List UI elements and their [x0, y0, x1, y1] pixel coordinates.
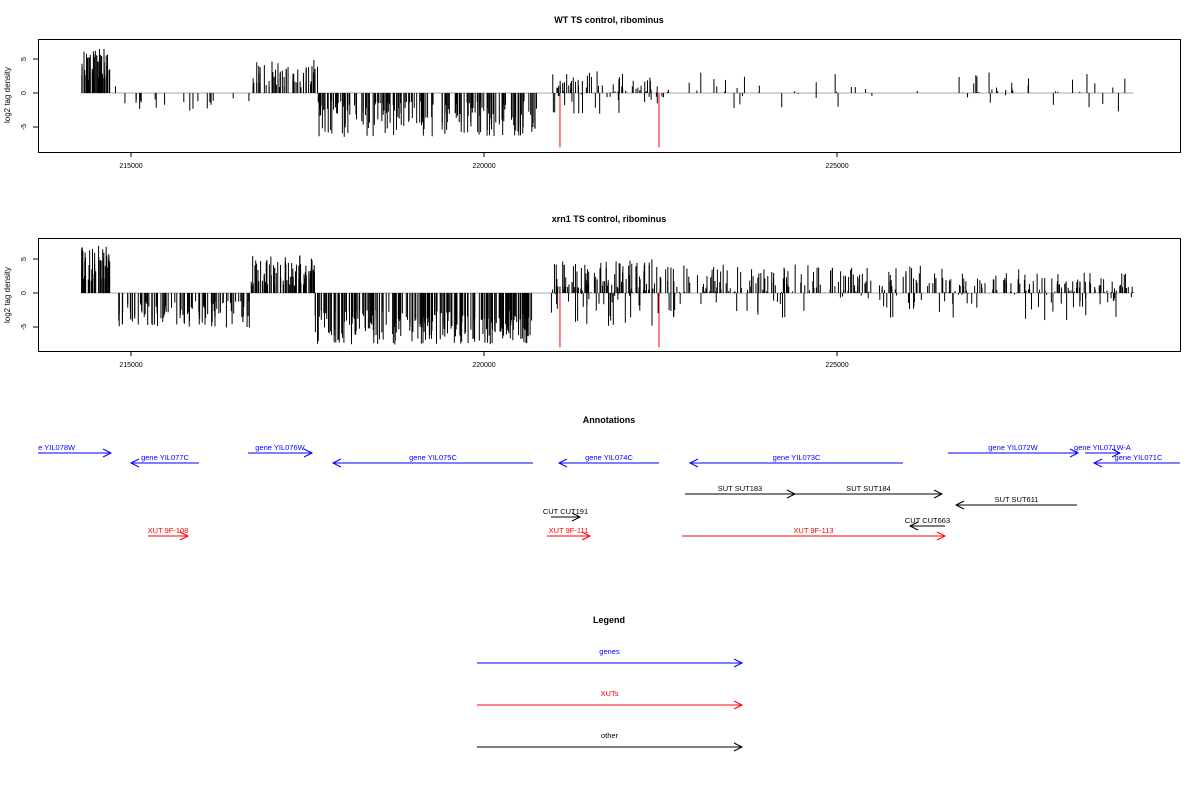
- annotation-gene: gene YIL078W: [26, 443, 113, 458]
- x-tick-label: 215000: [119, 362, 142, 369]
- wt-track-plot: WT TS control, ribominus log2 tag densit…: [3, 15, 1181, 170]
- x-tick-label: 220000: [472, 163, 495, 170]
- annotation-label: gene YIL075C: [409, 453, 457, 462]
- x-tick-label: 215000: [119, 163, 142, 170]
- plot-frame: [38, 39, 1181, 153]
- annotation-label: gene YIL073C: [773, 453, 821, 462]
- plot-frame: [38, 238, 1181, 352]
- legend-label: genes: [599, 647, 620, 656]
- x-tick-label: 225000: [825, 163, 848, 170]
- annotation-xut: XUT 9F-113: [681, 526, 947, 541]
- annotation-label: XUT 9F-111: [549, 526, 589, 535]
- annotation-label: gene YIL077C: [141, 453, 189, 462]
- wt-plot-title: WT TS control, ribominus: [554, 15, 664, 25]
- annotation-label: gene YIL071C: [1115, 453, 1163, 462]
- legend-title: Legend: [593, 615, 625, 625]
- annotations-panel: Annotations gene YIL078W gene YIL077C gene…: [26, 415, 1180, 541]
- legend-item-xuts: XUTs: [477, 689, 744, 710]
- annotation-label: gene YIL078W: [26, 443, 76, 452]
- xrn1-track-plot: xrn1 TS control, ribominus log2 tag dens…: [3, 214, 1181, 369]
- xrn1-plot-title: xrn1 TS control, ribominus: [552, 214, 667, 224]
- y-tick-label: 0: [21, 291, 28, 295]
- annotation-other: CUT CUT663: [905, 516, 950, 531]
- annotation-other: CUT CUT191: [543, 507, 588, 522]
- annotation-gene: gene YIL072W: [947, 443, 1080, 458]
- annotation-label: CUT CUT191: [543, 507, 588, 516]
- annotation-label: SUT SUT183: [718, 484, 762, 493]
- annotation-gene: gene YIL076W: [247, 443, 314, 458]
- annotation-xut: XUT 9F-108: [148, 526, 190, 541]
- annotation-label: gene YIL074C: [585, 453, 633, 462]
- annotations-title: Annotations: [583, 415, 636, 425]
- annotation-gene: gene YIL077C: [129, 453, 199, 468]
- annotation-label: XUT 9F-113: [793, 526, 833, 535]
- annotation-gene: gene YIL073C: [688, 453, 904, 468]
- legend-item-other: other: [477, 731, 744, 752]
- annotation-label: gene YIL076W: [255, 443, 305, 452]
- annotation-gene: gene YIL071C: [1092, 453, 1180, 468]
- annotation-other: SUT SUT611: [954, 495, 1078, 510]
- y-tick-label: -5: [21, 124, 28, 130]
- annotation-gene: gene YIL075C: [331, 453, 533, 468]
- annotation-gene: gene YIL071W-A: [1074, 443, 1131, 458]
- annotation-xut: XUT 9F-111: [546, 526, 592, 541]
- legend-label: other: [601, 731, 619, 740]
- wt-y-axis-label: log2 tag density: [3, 67, 12, 123]
- y-tick-label: 5: [21, 257, 28, 261]
- annotation-label: gene YIL072W: [988, 443, 1038, 452]
- legend: Legend genes XUTs other: [477, 615, 744, 752]
- x-tick-label: 225000: [825, 362, 848, 369]
- annotation-other: SUT SUT184: [794, 484, 944, 499]
- y-tick-label: 5: [21, 57, 28, 61]
- legend-item-genes: genes: [477, 647, 744, 668]
- y-tick-label: -5: [21, 324, 28, 330]
- annotation-label: SUT SUT184: [846, 484, 890, 493]
- annotation-label: gene YIL071W-A: [1074, 443, 1131, 452]
- y-tick-label: 0: [21, 91, 28, 95]
- legend-label: XUTs: [601, 689, 619, 698]
- xrn1-y-axis-label: log2 tag density: [3, 267, 12, 323]
- x-tick-label: 220000: [472, 362, 495, 369]
- annotation-label: CUT CUT663: [905, 516, 950, 525]
- annotation-gene: gene YIL074C: [557, 453, 660, 468]
- annotation-other: SUT SUT183: [684, 484, 797, 499]
- annotation-label: XUT 9F-108: [148, 526, 189, 535]
- annotation-label: SUT SUT611: [995, 495, 1039, 504]
